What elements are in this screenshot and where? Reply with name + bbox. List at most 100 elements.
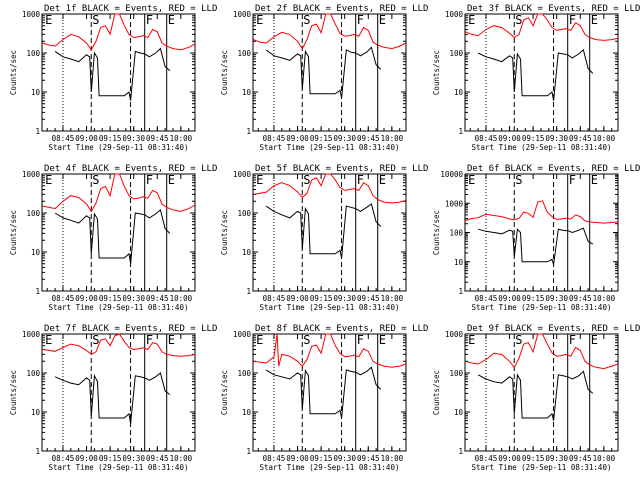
panel-det-1: Det 1f BLACK = Events, RED = LLD 1 10 100 10… (9, 4, 217, 152)
marker-label: E (379, 13, 386, 27)
y-tick-label: 1000 (233, 10, 252, 19)
y-axis-label: Counts/sec (432, 50, 441, 95)
x-axis-label: Start Time (29-Sep-11 08:31:40) (49, 303, 189, 312)
x-tick-label: 09:30 (545, 294, 568, 303)
x-tick-label: 09:30 (122, 294, 145, 303)
x-tick-label: 09:15 (99, 134, 122, 143)
x-tick-label: 08:45 (52, 454, 75, 463)
x-tick-label: 09:00 (498, 454, 521, 463)
y-tick-label: 1000 (445, 330, 464, 339)
x-tick-label: 09:30 (333, 294, 356, 303)
y-tick-label: 100 (26, 369, 40, 378)
plot-frame (464, 173, 619, 292)
y-tick-label: 1 (35, 287, 40, 296)
marker-label: E (379, 173, 386, 187)
y-tick-label: 100 (449, 229, 463, 238)
marker-label: E (45, 173, 52, 187)
marker-label: E (468, 333, 475, 347)
panel-det-3: Det 3f BLACK = Events, RED = LLD 1 10 100 10… (432, 4, 640, 152)
x-tick-label: 10:00 (381, 294, 404, 303)
plot-frame (41, 333, 196, 452)
y-tick-label: 1 (246, 127, 251, 136)
x-axis-label: Start Time (29-Sep-11 08:31:40) (472, 303, 612, 312)
x-tick-label: 09:45 (569, 134, 592, 143)
x-tick-label: 09:45 (569, 454, 592, 463)
panel-title: Det 3f BLACK = Events, RED = LLD (467, 4, 640, 14)
x-tick-label: 08:45 (475, 294, 498, 303)
y-tick-label: 10 (242, 408, 252, 417)
y-tick-label: 10 (454, 88, 464, 97)
x-tick-label: 09:45 (146, 454, 169, 463)
marker-label: E (168, 333, 175, 347)
panel-title: Det 1f BLACK = Events, RED = LLD (44, 4, 217, 14)
panel-title: Det 2f BLACK = Events, RED = LLD (255, 4, 428, 14)
x-tick-label: 10:00 (381, 454, 404, 463)
marker-label: E (591, 333, 598, 347)
series-line-events (265, 203, 382, 259)
panel-title: Det 4f BLACK = Events, RED = LLD (44, 164, 217, 174)
x-tick-label: 09:15 (310, 454, 333, 463)
y-tick-label: 10 (31, 248, 41, 257)
marker-label: F (569, 13, 576, 27)
x-tick-label: 10:00 (593, 294, 616, 303)
plot-frame (41, 173, 196, 292)
x-tick-label: 09:15 (522, 454, 545, 463)
panel-det-5: Det 5f BLACK = Events, RED = LLD 1 10 100 10… (220, 164, 428, 312)
marker-label: S (515, 333, 522, 347)
series-line-events (477, 227, 594, 265)
panel-title: Det 5f BLACK = Events, RED = LLD (255, 164, 428, 174)
marker-label: E (591, 173, 598, 187)
panel-title: Det 9f BLACK = Events, RED = LLD (467, 324, 640, 334)
y-tick-label: 1 (35, 127, 40, 136)
y-tick-label: 1000 (22, 330, 41, 339)
y-tick-label: 100 (26, 49, 40, 58)
marker-label: F (569, 333, 576, 347)
x-tick-label: 09:00 (75, 454, 98, 463)
y-axis-label: Counts/sec (9, 210, 18, 255)
x-tick-label: 10:00 (593, 134, 616, 143)
x-tick-label: 09:45 (357, 294, 380, 303)
marker-label: E (45, 13, 52, 27)
y-tick-label: 1000 (22, 10, 41, 19)
marker-label: S (515, 13, 522, 27)
plot-frame (252, 333, 407, 452)
marker-label: E (168, 173, 175, 187)
marker-label: F (146, 173, 153, 187)
y-tick-label: 10 (454, 408, 464, 417)
x-tick-label: 10:00 (170, 454, 193, 463)
y-axis-label: Counts/sec (432, 210, 441, 255)
series-line-events (265, 366, 382, 419)
x-tick-label: 09:15 (99, 454, 122, 463)
y-axis-label: Counts/sec (220, 50, 229, 95)
marker-label: E (468, 173, 475, 187)
x-tick-label: 09:15 (522, 294, 545, 303)
y-tick-label: 10000 (440, 170, 463, 179)
marker-label: E (256, 13, 263, 27)
x-tick-label: 08:45 (263, 454, 286, 463)
panel-det-9: Det 9f BLACK = Events, RED = LLD 1 10 100 10… (432, 324, 640, 472)
y-tick-label: 100 (237, 369, 251, 378)
y-tick-label: 10 (31, 408, 41, 417)
y-tick-label: 10 (242, 248, 252, 257)
marker-label: E (468, 13, 475, 27)
y-tick-label: 10 (242, 88, 252, 97)
panel-title: Det 7f BLACK = Events, RED = LLD (44, 324, 217, 334)
series-line-lld (465, 200, 619, 224)
x-tick-label: 09:45 (357, 454, 380, 463)
y-tick-label: 1 (458, 287, 463, 296)
x-axis-label: Start Time (29-Sep-11 08:31:40) (260, 463, 400, 472)
marker-label: S (303, 13, 310, 27)
x-tick-label: 08:45 (263, 134, 286, 143)
x-tick-label: 09:45 (146, 134, 169, 143)
series-line-events (477, 370, 594, 421)
series-line-events (54, 372, 171, 424)
panel-det-8: Det 8f BLACK = Events, RED = LLD 1 10 100 10… (220, 324, 428, 472)
marker-label: S (303, 333, 310, 347)
y-tick-label: 100 (449, 369, 463, 378)
marker-label: E (168, 13, 175, 27)
marker-label: F (146, 333, 153, 347)
marker-label: S (92, 13, 99, 27)
y-tick-label: 1000 (233, 170, 252, 179)
x-tick-label: 09:15 (522, 134, 545, 143)
x-tick-label: 09:30 (122, 454, 145, 463)
